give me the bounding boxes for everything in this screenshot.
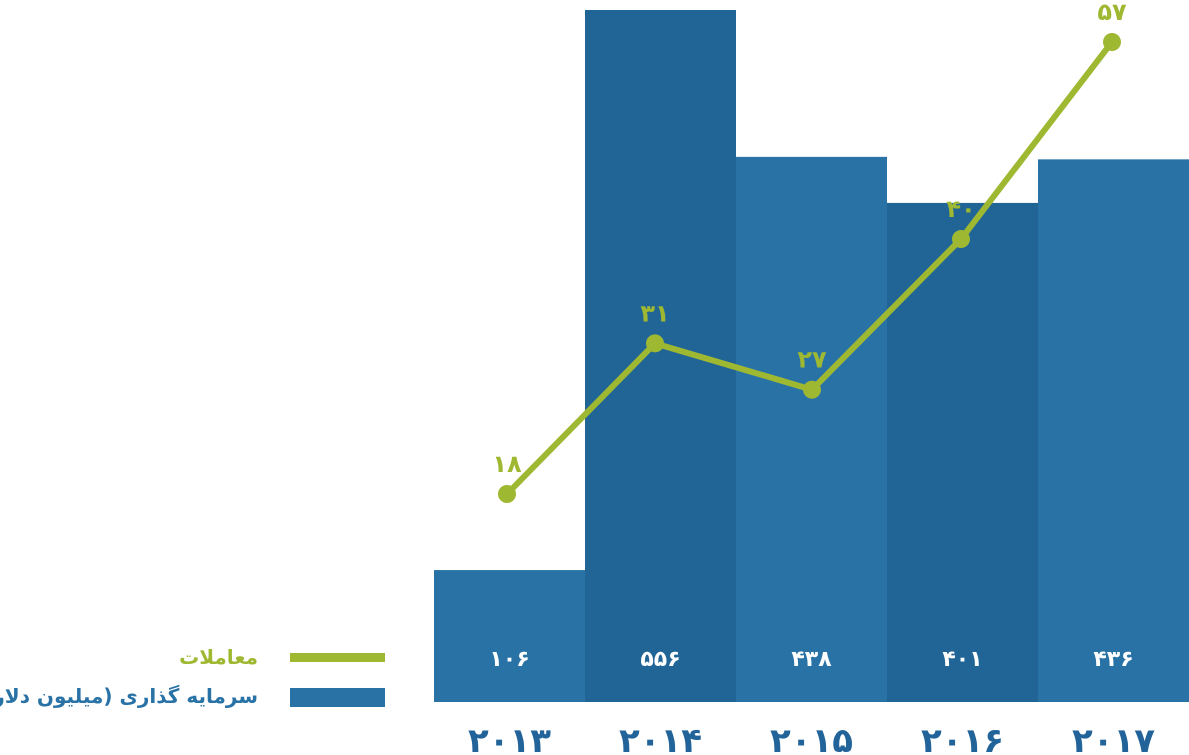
legend-line-label: معاملات [179, 645, 258, 669]
bars-layer [434, 10, 1189, 703]
line-point-label: ۱۸ [492, 450, 522, 478]
bar-value-label: ۱۰۶ [489, 647, 529, 672]
legend-bar-label: سرمایه گذاری (میلیون دلار) [0, 684, 258, 708]
bar-۲۰۱۶ [887, 202, 1038, 702]
line-point-label: ۵۷ [1097, 0, 1127, 26]
bar-۲۰۱۵ [736, 156, 887, 703]
line-point [1103, 33, 1121, 51]
bar-value-label: ۴۳۶ [1093, 647, 1133, 672]
line-layer: ۱۸ ۳۱ ۲۷ ۴۰ ۵۷ [492, 0, 1127, 503]
line-point [803, 380, 821, 399]
bar-value-label: ۴۰۱ [942, 647, 982, 672]
bar-۲۰۱۳ [434, 570, 585, 702]
line-point-label: ۳۱ [640, 299, 669, 327]
legend-bar-swatch [290, 688, 385, 707]
x-tick-label: ۲۰۱۴ [619, 721, 702, 755]
x-tick-label: ۲۰۱۵ [770, 721, 853, 755]
line-point [646, 334, 664, 353]
x-tick-label: ۲۰۱۳ [468, 721, 551, 755]
x-tick-label: ۲۰۱۷ [1072, 721, 1155, 755]
line-point [498, 485, 516, 503]
line-point-label: ۴۰ [946, 195, 975, 223]
bar-۲۰۱۷ [1038, 159, 1189, 702]
bar-۲۰۱۴ [585, 10, 736, 702]
legend: معاملات سرمایه گذاری (میلیون دلار) [0, 645, 385, 708]
bar-value-label: ۵۵۶ [640, 647, 680, 672]
x-tick-label: ۲۰۱۶ [921, 721, 1004, 755]
bar-labels-layer: ۱۰۶ ۵۵۶ ۴۳۸ ۴۰۱ ۴۳۶ [489, 647, 1133, 672]
line-point [952, 230, 970, 249]
line-point-label: ۲۷ [797, 346, 827, 374]
bar-value-label: ۴۳۸ [791, 647, 832, 672]
legend-line-swatch [290, 653, 385, 662]
x-labels-layer: ۲۰۱۳ ۲۰۱۴ ۲۰۱۵ ۲۰۱۶ ۲۰۱۷ [468, 721, 1155, 755]
